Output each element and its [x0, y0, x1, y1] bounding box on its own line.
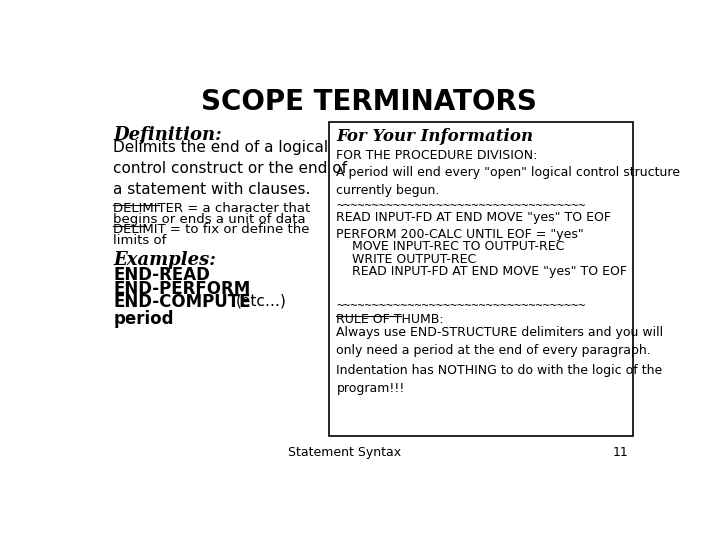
- Text: For Your Information: For Your Information: [336, 128, 534, 145]
- Text: RULE OF THUMB:: RULE OF THUMB:: [336, 313, 444, 326]
- Text: period: period: [113, 309, 174, 328]
- Text: ~~~~~~~~~~~~~~~~~~~~~~~~~~~~~~~~~~~: ~~~~~~~~~~~~~~~~~~~~~~~~~~~~~~~~~~~: [336, 199, 586, 212]
- Text: READ INPUT-FD AT END MOVE "yes" TO EOF: READ INPUT-FD AT END MOVE "yes" TO EOF: [336, 265, 627, 278]
- Text: 11: 11: [613, 446, 629, 459]
- Text: FOR THE PROCEDURE DIVISION:: FOR THE PROCEDURE DIVISION:: [336, 148, 538, 162]
- Text: Examples:: Examples:: [113, 251, 216, 269]
- Text: SCOPE TERMINATORS: SCOPE TERMINATORS: [201, 88, 537, 116]
- Text: END-COMPUTE: END-COMPUTE: [113, 294, 251, 312]
- Text: Delimits the end of a logical
control construct or the end of
a statement with c: Delimits the end of a logical control co…: [113, 140, 347, 197]
- Text: Statement Syntax: Statement Syntax: [287, 446, 401, 459]
- Text: END-READ: END-READ: [113, 266, 210, 284]
- Text: READ INPUT-FD AT END MOVE "yes" TO EOF: READ INPUT-FD AT END MOVE "yes" TO EOF: [336, 211, 611, 224]
- Text: Indentation has NOTHING to do with the logic of the
program!!!: Indentation has NOTHING to do with the l…: [336, 364, 662, 395]
- Text: (etc…): (etc…): [235, 294, 287, 308]
- Text: DELIMIT = to fix or define the: DELIMIT = to fix or define the: [113, 224, 310, 237]
- Text: ~~~~~~~~~~~~~~~~~~~~~~~~~~~~~~~~~~~: ~~~~~~~~~~~~~~~~~~~~~~~~~~~~~~~~~~~: [336, 299, 586, 312]
- Text: WRITE OUTPUT-REC: WRITE OUTPUT-REC: [336, 253, 477, 266]
- Text: Definition:: Definition:: [113, 126, 222, 144]
- Text: DELIMITER = a character that: DELIMITER = a character that: [113, 202, 310, 215]
- Bar: [329, 122, 632, 436]
- Text: END-PERFORM: END-PERFORM: [113, 280, 251, 298]
- Text: limits of: limits of: [113, 234, 166, 247]
- Text: PERFORM 200-CALC UNTIL EOF = "yes": PERFORM 200-CALC UNTIL EOF = "yes": [336, 228, 584, 241]
- Text: begins or ends a unit of data: begins or ends a unit of data: [113, 213, 306, 226]
- Text: A period will end every "open" logical control structure
currently begun.: A period will end every "open" logical c…: [336, 166, 680, 198]
- Text: MOVE INPUT-REC TO OUTPUT-REC: MOVE INPUT-REC TO OUTPUT-REC: [336, 240, 564, 253]
- Text: Always use END-STRUCTURE delimiters and you will
only need a period at the end o: Always use END-STRUCTURE delimiters and …: [336, 326, 664, 357]
